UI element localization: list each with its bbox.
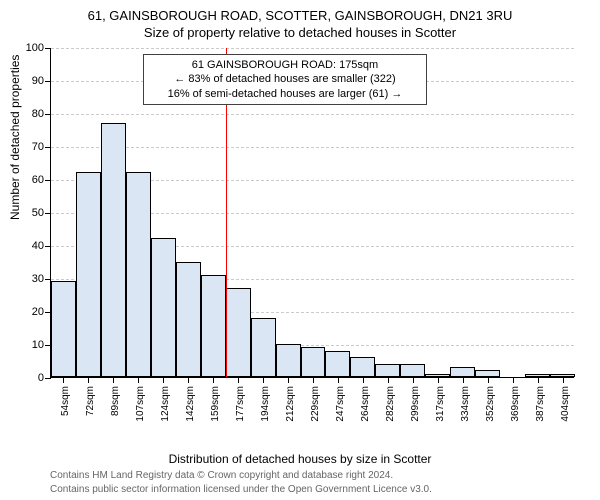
grid-line (51, 114, 574, 115)
x-tick (538, 377, 539, 383)
grid-line (51, 48, 574, 49)
histogram-bar (201, 275, 226, 377)
footer-attribution: Contains HM Land Registry data © Crown c… (50, 469, 432, 496)
annotation-line: ← 83% of detached houses are smaller (32… (150, 72, 420, 86)
x-tick-label: 334sqm (460, 386, 471, 422)
x-tick-label: 352sqm (485, 386, 496, 422)
x-tick (288, 377, 289, 383)
x-tick-label: 404sqm (560, 386, 571, 422)
x-tick-label: 124sqm (160, 386, 171, 422)
annotation-line: 61 GAINSBOROUGH ROAD: 175sqm (150, 58, 420, 72)
y-tick-label: 20 (14, 306, 44, 318)
footer-line-1: Contains HM Land Registry data © Crown c… (50, 469, 432, 483)
histogram-bar (151, 238, 176, 377)
x-tick-label: 264sqm (360, 386, 371, 422)
y-tick-label: 40 (14, 240, 44, 252)
x-tick (213, 377, 214, 383)
x-tick (438, 377, 439, 383)
x-tick (388, 377, 389, 383)
annotation-line: 16% of semi-detached houses are larger (… (150, 87, 420, 101)
y-tick-label: 50 (14, 207, 44, 219)
x-tick-label: 194sqm (260, 386, 271, 422)
histogram-bar (400, 364, 425, 377)
y-tick-label: 30 (14, 273, 44, 285)
histogram-bar (226, 288, 251, 377)
y-tick-label: 0 (14, 372, 44, 384)
x-tick-label: 229sqm (310, 386, 321, 422)
x-tick-label: 299sqm (410, 386, 421, 422)
x-tick (313, 377, 314, 383)
x-tick (113, 377, 114, 383)
x-tick (138, 377, 139, 383)
y-tick-label: 90 (14, 75, 44, 87)
x-tick (188, 377, 189, 383)
x-tick-label: 247sqm (335, 386, 346, 422)
histogram-bar (350, 357, 375, 377)
x-tick (488, 377, 489, 383)
x-tick (363, 377, 364, 383)
x-axis-label: Distribution of detached houses by size … (0, 452, 600, 466)
y-tick (45, 81, 51, 82)
x-tick (463, 377, 464, 383)
x-tick (563, 377, 564, 383)
x-tick-label: 177sqm (235, 386, 246, 422)
y-tick (45, 213, 51, 214)
histogram-bar (301, 347, 326, 377)
x-tick-label: 142sqm (185, 386, 196, 422)
histogram-bar (325, 351, 350, 377)
x-tick-label: 159sqm (210, 386, 221, 422)
x-tick-label: 212sqm (285, 386, 296, 422)
x-tick (513, 377, 514, 383)
x-tick-label: 317sqm (435, 386, 446, 422)
x-tick (88, 377, 89, 383)
grid-line (51, 147, 574, 148)
y-tick (45, 147, 51, 148)
x-tick (163, 377, 164, 383)
histogram-bar (101, 123, 126, 377)
y-tick-label: 100 (14, 42, 44, 54)
histogram-bar (450, 367, 475, 377)
histogram-chart: 010203040506070809010054sqm72sqm89sqm107… (50, 48, 574, 408)
histogram-bar (126, 172, 151, 377)
x-tick-label: 369sqm (510, 386, 521, 422)
x-tick (238, 377, 239, 383)
annotation-box: 61 GAINSBOROUGH ROAD: 175sqm← 83% of det… (143, 54, 427, 105)
x-tick-label: 282sqm (385, 386, 396, 422)
x-tick-label: 107sqm (135, 386, 146, 422)
y-tick (45, 246, 51, 247)
x-tick (263, 377, 264, 383)
y-tick-label: 60 (14, 174, 44, 186)
y-tick (45, 114, 51, 115)
histogram-bar (276, 344, 301, 377)
x-tick (63, 377, 64, 383)
x-tick-label: 89sqm (110, 386, 121, 416)
histogram-bar (176, 262, 201, 378)
page-title: 61, GAINSBOROUGH ROAD, SCOTTER, GAINSBOR… (0, 0, 600, 23)
y-tick (45, 180, 51, 181)
x-tick (413, 377, 414, 383)
x-tick-label: 387sqm (535, 386, 546, 422)
histogram-bar (375, 364, 400, 377)
y-tick (45, 378, 51, 379)
histogram-bar (475, 370, 500, 377)
y-tick-label: 70 (14, 141, 44, 153)
y-tick-label: 10 (14, 339, 44, 351)
x-tick-label: 54sqm (60, 386, 71, 416)
page-subtitle: Size of property relative to detached ho… (0, 23, 600, 44)
footer-line-2: Contains public sector information licen… (50, 483, 432, 497)
y-tick-label: 80 (14, 108, 44, 120)
y-tick (45, 279, 51, 280)
y-tick (45, 48, 51, 49)
x-tick (338, 377, 339, 383)
histogram-bar (251, 318, 276, 377)
histogram-bar (51, 281, 76, 377)
plot-area: 010203040506070809010054sqm72sqm89sqm107… (50, 48, 574, 378)
histogram-bar (76, 172, 101, 377)
x-tick-label: 72sqm (85, 386, 96, 416)
